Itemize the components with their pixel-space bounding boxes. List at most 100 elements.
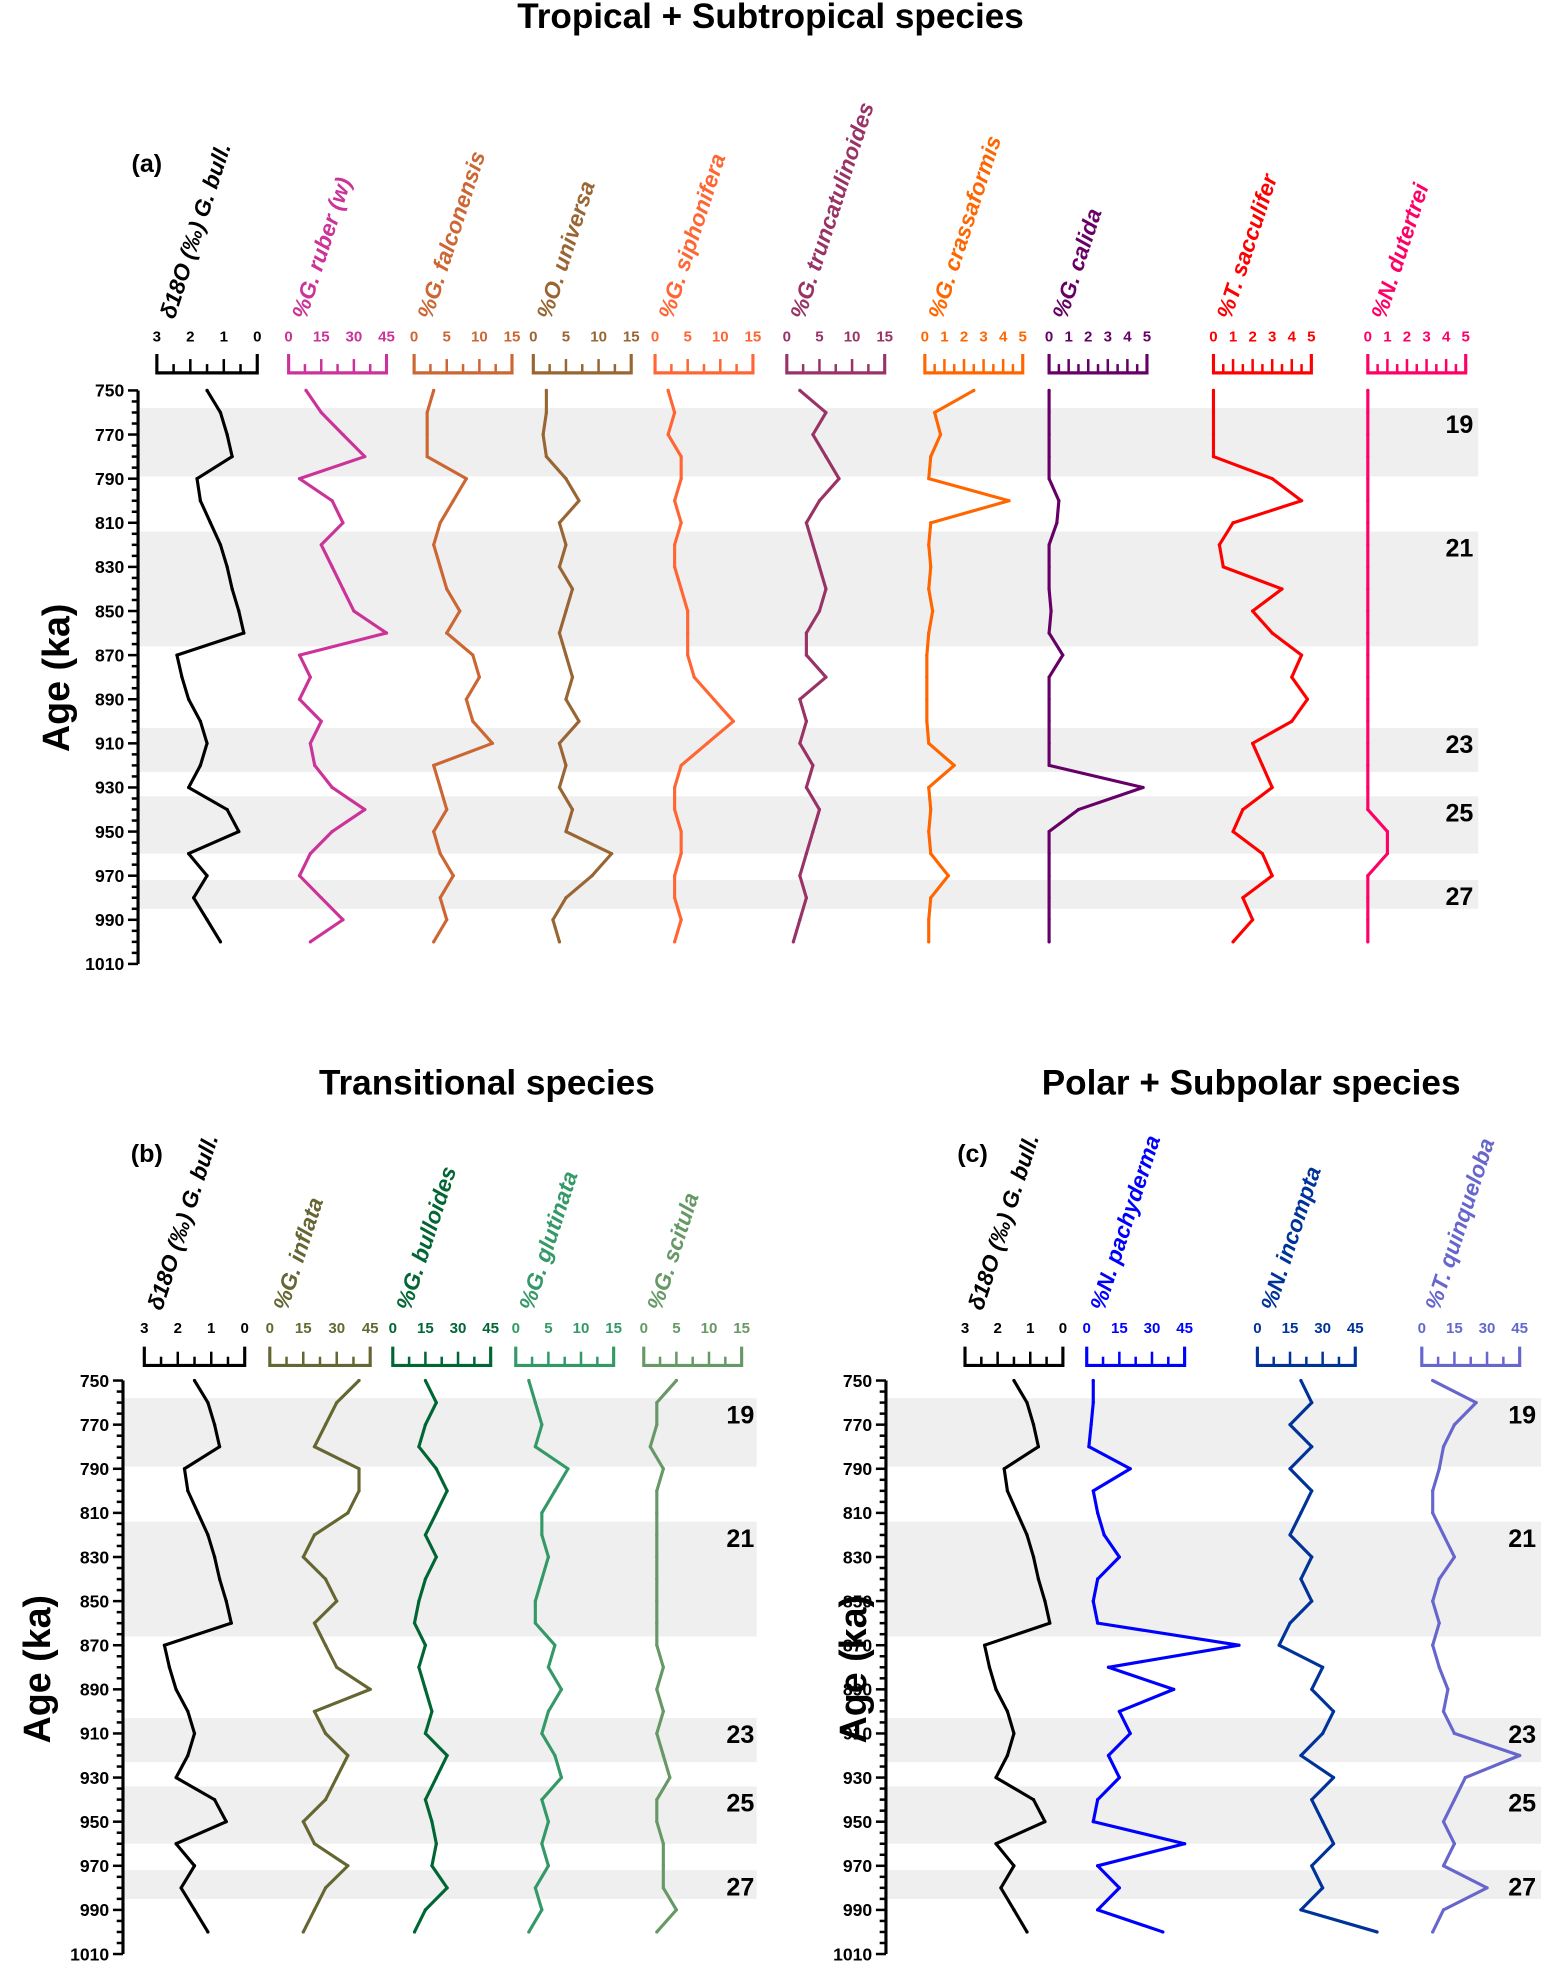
- data-point: [1047, 410, 1051, 415]
- data-point: [1047, 432, 1051, 437]
- data-point: [445, 631, 449, 635]
- data-point: [319, 543, 323, 547]
- scale-tick-label: 1: [1383, 328, 1391, 345]
- data-point: [1366, 631, 1370, 635]
- scale-tick-label: 30: [450, 1320, 467, 1337]
- data-point: [423, 1533, 428, 1537]
- data-point: [672, 807, 677, 812]
- series-line: [1277, 1379, 1378, 1934]
- scale-tick-label: 45: [1176, 1320, 1193, 1337]
- data-point: [1452, 1555, 1457, 1559]
- data-point: [417, 1445, 421, 1449]
- data-point: [434, 1511, 438, 1515]
- series-label: %G. inflata: [268, 1194, 328, 1313]
- scale-tick-label: 45: [362, 1320, 379, 1337]
- data-point: [1452, 1731, 1457, 1736]
- data-point: [1270, 785, 1274, 790]
- mis-label: 19: [1445, 411, 1473, 439]
- age-tick-label: 830: [95, 557, 125, 577]
- data-point: [712, 697, 716, 701]
- data-point: [1055, 521, 1059, 525]
- data-point: [559, 1775, 564, 1780]
- data-point: [1036, 1445, 1041, 1449]
- scale-tick-label: 3: [153, 328, 161, 345]
- data-point: [430, 1864, 434, 1868]
- scale-tick-label: 2: [1084, 328, 1092, 345]
- scale-tick-label: 5: [1019, 328, 1027, 345]
- data-point: [1241, 807, 1245, 812]
- data-point: [546, 1820, 551, 1824]
- data-point: [1005, 1489, 1010, 1493]
- data-point: [1270, 631, 1274, 635]
- data-point: [1049, 609, 1053, 613]
- data-point: [1299, 1378, 1303, 1383]
- data-point: [1437, 1665, 1441, 1669]
- data-point: [566, 1467, 570, 1471]
- data-point: [1331, 1709, 1336, 1714]
- data-point: [1366, 521, 1370, 525]
- data-point: [1047, 874, 1051, 878]
- data-point: [994, 1775, 998, 1780]
- data-point: [925, 653, 929, 657]
- data-point: [661, 1467, 665, 1471]
- age-tick-label: 950: [80, 1812, 110, 1832]
- data-point: [1076, 807, 1081, 812]
- data-point: [335, 1665, 339, 1669]
- data-point: [559, 1687, 564, 1691]
- data-point: [655, 1820, 659, 1824]
- data-point: [1237, 1643, 1241, 1647]
- data-point: [1031, 1555, 1036, 1559]
- data-point: [312, 1709, 317, 1714]
- data-point: [533, 1445, 537, 1449]
- data-point: [206, 1533, 210, 1537]
- data-point: [179, 1886, 183, 1890]
- data-point: [655, 1489, 659, 1493]
- data-point: [994, 1687, 998, 1691]
- data-point: [212, 1797, 217, 1802]
- data-point: [174, 1775, 178, 1780]
- data-point: [1299, 1908, 1303, 1912]
- mis-label: 27: [726, 1873, 754, 1901]
- age-tick-label: 890: [95, 690, 125, 710]
- mis-label: 21: [1508, 1525, 1536, 1553]
- data-point: [1091, 1378, 1095, 1383]
- data-point: [1366, 565, 1370, 569]
- data-point: [1441, 1533, 1446, 1537]
- series-line: [412, 1379, 449, 1933]
- age-tick-label: 930: [95, 778, 125, 798]
- data-point: [1452, 1797, 1457, 1802]
- data-point: [205, 874, 209, 878]
- scale-tick-label: 0: [284, 328, 292, 345]
- data-point: [1366, 432, 1370, 437]
- mis-band: [122, 1786, 757, 1844]
- data-point: [1250, 918, 1255, 922]
- data-point: [330, 829, 334, 834]
- series-label: %G. ruber (w): [287, 174, 356, 321]
- data-point: [471, 719, 475, 723]
- scale-tick-label: 30: [1144, 1320, 1161, 1337]
- data-point: [564, 609, 568, 613]
- data-point: [1290, 719, 1294, 723]
- data-point: [425, 410, 429, 415]
- age-tick-label: 790: [843, 1459, 873, 1479]
- data-point: [430, 1709, 434, 1714]
- mis-band: [138, 408, 1479, 477]
- data-point: [655, 1687, 659, 1691]
- data-point: [679, 918, 683, 922]
- series-line: [301, 1379, 372, 1933]
- data-point: [929, 896, 933, 900]
- data-point: [1182, 1842, 1187, 1846]
- data-point: [668, 1775, 672, 1780]
- data-point: [655, 1533, 659, 1537]
- data-point: [590, 874, 594, 878]
- data-point: [1288, 1621, 1292, 1625]
- data-point: [368, 1687, 372, 1691]
- data-point: [438, 565, 442, 569]
- data-point: [412, 1621, 417, 1625]
- data-point: [540, 1533, 544, 1537]
- series-line: [1431, 1379, 1522, 1933]
- data-point: [1250, 741, 1255, 745]
- scale-tick-label: 15: [605, 1320, 622, 1337]
- data-point: [1047, 852, 1051, 856]
- scale-tick-label: 45: [1347, 1320, 1364, 1337]
